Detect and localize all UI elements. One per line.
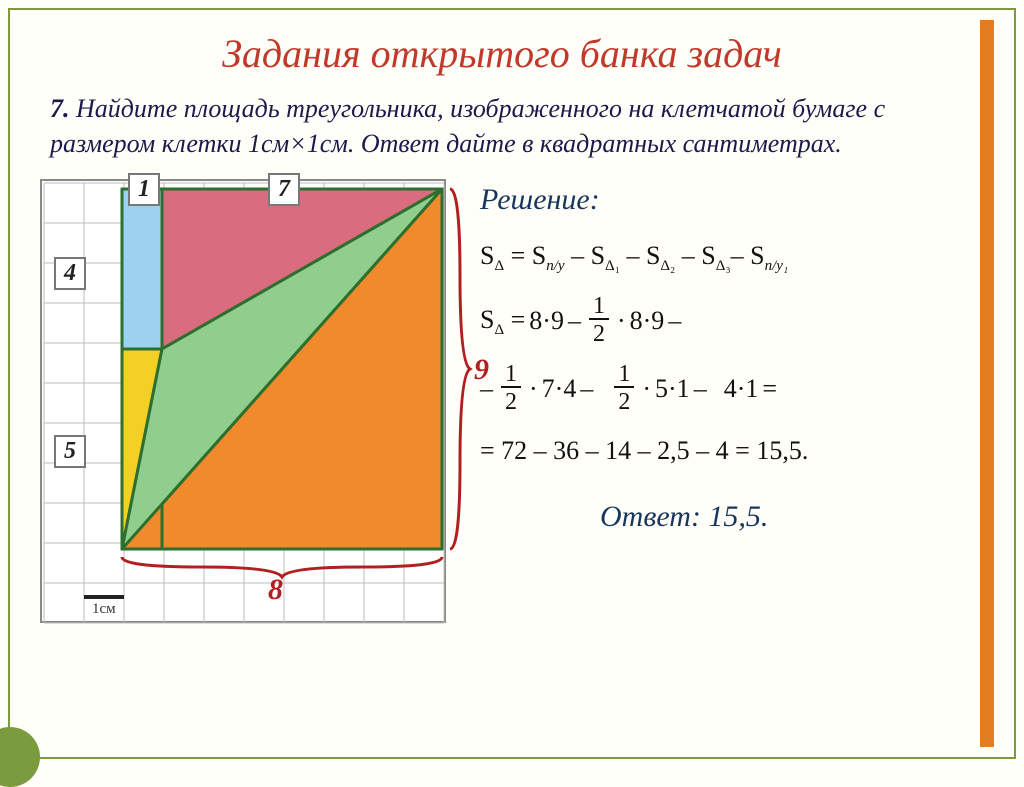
svg-text:9: 9 — [474, 353, 489, 386]
dim-label-5: 5 — [54, 435, 86, 468]
problem-text: 7. Найдите площадь треугольника, изображ… — [50, 91, 964, 161]
slide-content: Задания открытого банка задач 7. Найдите… — [30, 20, 974, 747]
problem-number: 7. — [50, 94, 70, 123]
dim-label-7: 7 — [268, 173, 300, 206]
fraction: 12 — [589, 294, 609, 346]
dim-label-4: 4 — [54, 257, 86, 290]
shapes — [122, 189, 442, 549]
grid-box: 98 1 7 4 5 1см — [40, 179, 446, 623]
solution-title: Решение: — [480, 183, 974, 217]
equation-1: SΔ = Sп/у – SΔ₁ – SΔ₂ – SΔ₃– Sп/у₁ — [480, 235, 974, 278]
page-title: Задания открытого банка задач — [30, 30, 974, 77]
solution-block: Решение: SΔ = Sп/у – SΔ₁ – SΔ₂ – SΔ₃– Sп… — [480, 179, 974, 534]
diagram: 98 1 7 4 5 1см — [40, 179, 450, 623]
fraction: 12 — [501, 362, 521, 414]
fraction: 12 — [614, 362, 634, 414]
unit-tick — [84, 595, 124, 599]
right-accent-bar — [980, 20, 994, 747]
equation-4: = 72 – 36 – 14 – 2,5 – 4 = 15,5. — [480, 430, 974, 472]
main-row: 98 1 7 4 5 1см Решение: SΔ = Sп/у – SΔ₁ … — [40, 179, 974, 623]
svg-text:8: 8 — [268, 573, 283, 606]
dim-label-1: 1 — [128, 173, 160, 206]
equation-3: – 12 ·7·4 – 12 ·5·1 – 4·1 = — [480, 362, 974, 414]
problem-body: Найдите площадь треугольника, изображенн… — [50, 94, 885, 158]
equation-2: SΔ = 8·9 – 12 ·8·9 – — [480, 294, 974, 346]
unit-label: 1см — [92, 601, 116, 618]
answer: Ответ: 15,5. — [600, 500, 974, 534]
grid-svg: 98 — [42, 181, 448, 625]
